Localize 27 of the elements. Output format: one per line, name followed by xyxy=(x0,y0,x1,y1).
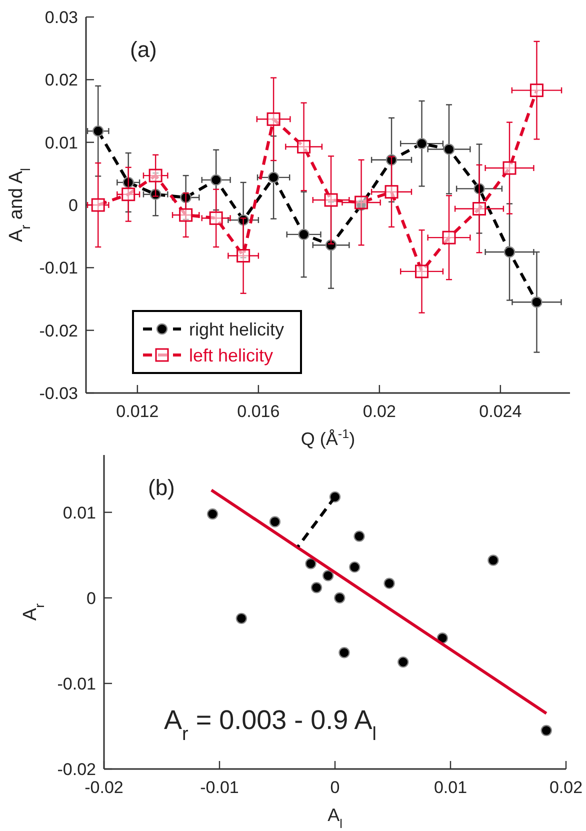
x-tick-label: 0 xyxy=(330,778,340,797)
y-tick-label: -0.01 xyxy=(39,258,78,278)
annotation: A$_{r}$ = 0.003 - 0.9 A$_{l}$ xyxy=(164,705,376,744)
x-tick-label: 0.024 xyxy=(479,402,522,421)
y-tick-label: 0.01 xyxy=(62,503,96,522)
x-axis-title: A$_{l}$ xyxy=(328,805,342,831)
x-axis-title: Q (Å$^{-1}$) xyxy=(300,427,356,449)
y-tick-label: 0 xyxy=(86,588,96,608)
x-tick-label: 0.02 xyxy=(362,402,396,421)
text: (a) xyxy=(130,37,157,62)
y-tick-label: -0.02 xyxy=(57,760,96,779)
x-tick-label: 0.01 xyxy=(434,778,468,797)
x-tick-label: -0.01 xyxy=(200,778,239,797)
x-tick-label: -0.02 xyxy=(84,778,124,797)
text: (b) xyxy=(148,475,175,500)
y-tick-label: -0.03 xyxy=(39,384,78,403)
x-tick-label: 0.016 xyxy=(237,402,280,421)
y-tick-label: -0.02 xyxy=(39,321,78,340)
y-tick-label: 0 xyxy=(68,196,78,215)
legend-label: left helicity xyxy=(189,345,274,366)
y-tick-label: 0.02 xyxy=(44,70,78,90)
x-tick-label: 0.02 xyxy=(549,778,583,797)
y-tick-label: 0.01 xyxy=(44,133,78,152)
y-tick-label: 0.03 xyxy=(44,8,78,27)
x-tick-label: 0.012 xyxy=(116,402,159,421)
y-tick-label: -0.01 xyxy=(57,674,96,694)
legend-label: right helicity xyxy=(189,319,284,340)
